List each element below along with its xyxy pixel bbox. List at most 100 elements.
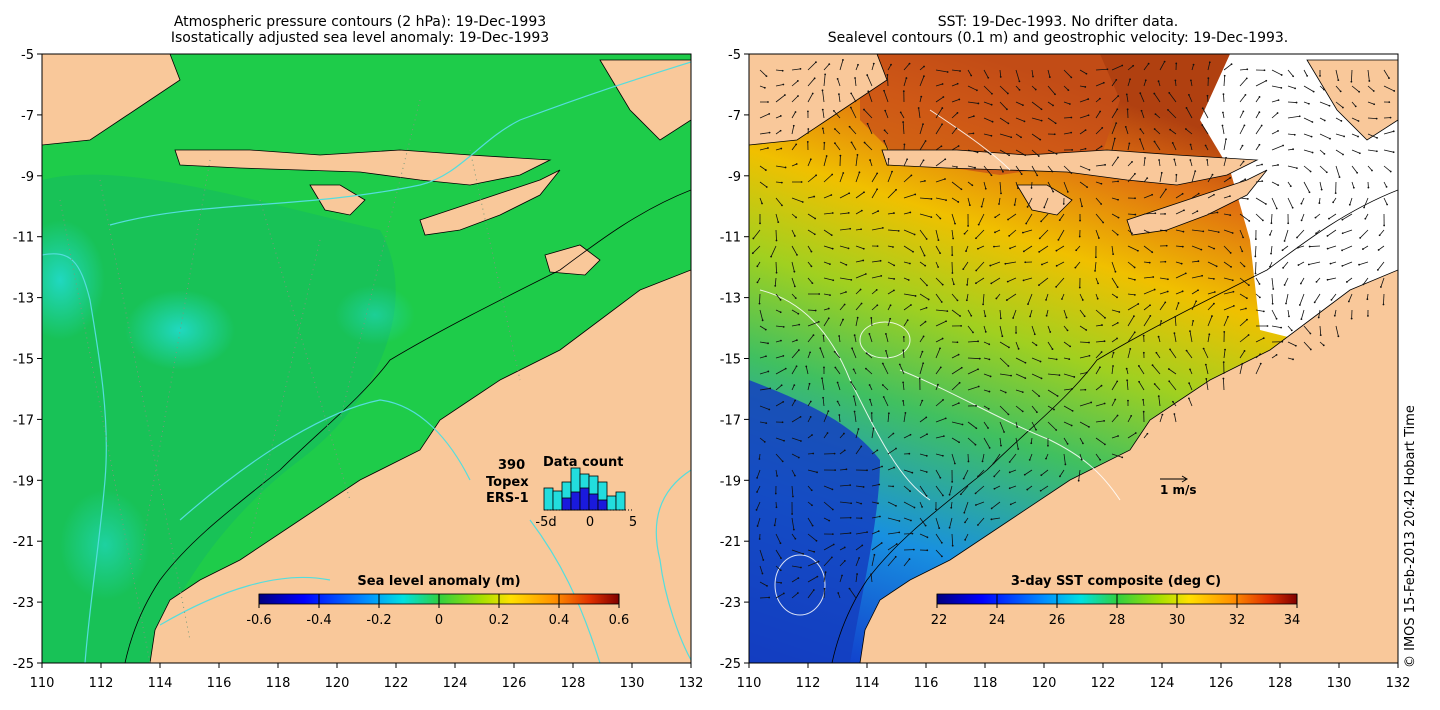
velocity-arrow-head — [1229, 176, 1232, 179]
velocity-arrow-head — [945, 320, 947, 323]
velocity-arrow — [885, 350, 889, 359]
velocity-arrow-head — [1358, 90, 1361, 93]
velocity-arrow-head — [937, 266, 940, 268]
velocity-arrow — [965, 245, 969, 252]
velocity-arrow-head — [995, 297, 998, 300]
velocity-arrow — [883, 396, 889, 407]
velocity-arrow — [991, 501, 1001, 509]
velocity-arrow-head — [1309, 170, 1312, 173]
velocity-arrow — [1287, 85, 1296, 89]
velocity-arrow — [1287, 165, 1297, 169]
velocity-arrow-head — [1100, 384, 1103, 387]
velocity-arrow-head — [926, 433, 928, 436]
velocity-arrow — [919, 321, 926, 327]
velocity-arrow — [935, 229, 939, 241]
velocity-arrow — [759, 405, 770, 410]
velocity-arrow-head — [1117, 216, 1120, 219]
velocity-arrow-head — [1165, 188, 1167, 191]
velocity-arrow — [855, 531, 868, 535]
velocity-arrow-head — [1125, 367, 1128, 370]
velocity-arrow — [1111, 123, 1117, 135]
velocity-arrow-head — [1164, 260, 1167, 263]
velocity-arrow-head — [1330, 298, 1333, 301]
velocity-arrow — [1271, 354, 1277, 359]
velocity-arrow — [1079, 293, 1084, 301]
velocity-arrow-head — [1183, 209, 1185, 212]
velocity-arrow — [1239, 229, 1244, 238]
velocity-arrow-head — [1068, 103, 1071, 105]
velocity-arrow — [1031, 421, 1037, 430]
velocity-arrow-head — [1148, 261, 1151, 264]
velocity-arrow-head — [951, 480, 954, 483]
velocity-arrow-head — [899, 111, 902, 114]
velocity-arrow-head — [912, 548, 915, 551]
velocity-arrow-head — [845, 468, 848, 471]
velocity-arrow-head — [965, 299, 968, 302]
velocity-arrow-head — [913, 506, 916, 509]
velocity-arrow — [983, 85, 993, 95]
velocity-arrow-head — [1206, 158, 1209, 161]
velocity-arrow — [887, 318, 891, 327]
velocity-arrow — [791, 125, 795, 135]
velocity-arrow — [1201, 124, 1209, 135]
velocity-arrow-head — [1133, 293, 1136, 296]
velocity-arrow-head — [829, 294, 831, 297]
velocity-arrow-head — [758, 302, 761, 305]
velocity-arrow — [1255, 363, 1262, 375]
velocity-arrow — [919, 517, 926, 526]
velocity-arrow-head — [767, 342, 769, 345]
right-x-tick-label: 126 — [1209, 676, 1234, 691]
velocity-arrow-head — [1181, 192, 1184, 195]
velocity-arrow — [887, 467, 895, 471]
velocity-arrow-head — [780, 384, 783, 387]
velocity-arrow-head — [1229, 195, 1231, 198]
velocity-arrow-head — [921, 399, 924, 402]
velocity-arrow-head — [1100, 182, 1103, 185]
velocity-arrow-head — [1160, 320, 1163, 322]
velocity-arrow-head — [1082, 442, 1084, 445]
velocity-arrow — [975, 501, 985, 506]
velocity-arrow — [1038, 245, 1049, 253]
velocity-arrow-head — [860, 517, 863, 520]
velocity-arrow-head — [990, 174, 993, 177]
velocity-arrow — [1270, 213, 1273, 224]
velocity-arrow — [1168, 381, 1177, 391]
velocity-arrow-head — [792, 528, 795, 531]
velocity-arrow-head — [991, 120, 994, 123]
velocity-arrow — [1154, 383, 1161, 391]
velocity-arrow-head — [1038, 395, 1041, 397]
velocity-arrow — [1255, 180, 1263, 183]
velocity-arrow-head — [1112, 351, 1115, 354]
velocity-arrow — [1173, 159, 1177, 167]
velocity-arrow-head — [1012, 317, 1015, 319]
velocity-arrow-head — [1102, 81, 1105, 84]
velocity-arrow — [1126, 380, 1129, 391]
velocity-arrow — [983, 101, 992, 106]
velocity-arrow-head — [1023, 120, 1026, 123]
velocity-arrow-head — [838, 93, 840, 96]
velocity-arrow — [1191, 64, 1194, 71]
velocity-arrow — [1095, 324, 1103, 327]
velocity-arrow-head — [1247, 284, 1250, 287]
velocity-arrow-head — [946, 71, 949, 73]
velocity-arrow-head — [1213, 302, 1215, 305]
velocity-arrow-head — [883, 89, 885, 92]
velocity-arrow — [1095, 437, 1106, 445]
velocity-arrow — [1319, 325, 1322, 336]
velocity-arrow-head — [1184, 272, 1187, 275]
velocity-arrow-head — [909, 211, 912, 214]
velocity-arrow — [983, 389, 990, 392]
velocity-arrow-head — [1339, 90, 1342, 93]
velocity-arrow — [839, 450, 846, 455]
velocity-arrow-head — [1222, 361, 1225, 364]
right-x-tick-label: 110 — [737, 676, 762, 691]
velocity-arrow — [855, 545, 863, 551]
velocity-arrow — [1207, 62, 1211, 71]
velocity-arrow-head — [1020, 136, 1022, 139]
velocity-arrow — [982, 293, 985, 305]
velocity-arrow — [1111, 415, 1118, 423]
velocity-arrow-head — [1306, 74, 1309, 77]
velocity-arrow — [1127, 245, 1139, 252]
island-tanimbar — [599, 59, 691, 141]
velocity-arrow-head — [847, 212, 850, 214]
